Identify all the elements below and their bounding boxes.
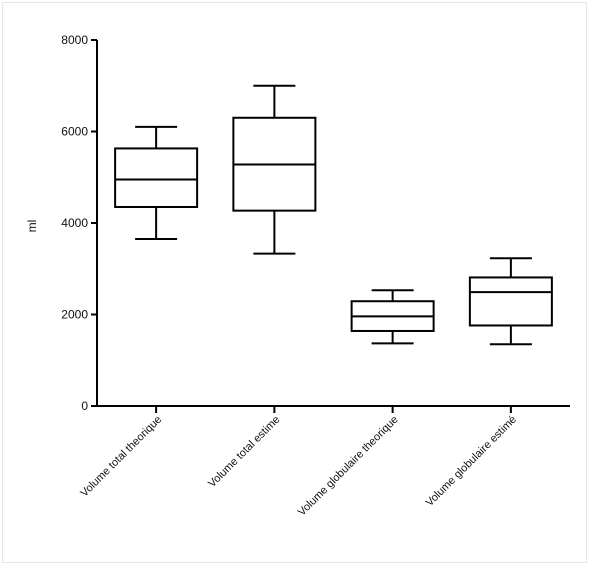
box-0 bbox=[114, 125, 199, 241]
boxes bbox=[114, 84, 553, 346]
y-tick-label-2: 4000 bbox=[61, 216, 88, 230]
x-tick-label-1: Volume total estime bbox=[206, 414, 282, 490]
x-axis: Volume total theorique Volume total estim… bbox=[78, 405, 570, 519]
y-tick-label-0: 0 bbox=[81, 399, 88, 413]
y-tick-label-3: 6000 bbox=[61, 125, 88, 139]
y-tick-label-1: 2000 bbox=[61, 308, 88, 322]
x-tick-label-0: Volume total theorique bbox=[78, 414, 164, 500]
x-tick-label-3: Volume globulaire estimé bbox=[424, 414, 519, 509]
box-3 bbox=[468, 257, 553, 346]
box-1 bbox=[232, 84, 317, 255]
iqr-box-3 bbox=[468, 276, 553, 327]
box-2 bbox=[350, 289, 435, 345]
y-axis: 0 2000 4000 6000 8000 bbox=[61, 33, 98, 413]
y-tick-label-4: 8000 bbox=[61, 33, 88, 47]
x-tick-label-2: Volume globulaire theorique bbox=[296, 414, 401, 519]
iqr-box-0 bbox=[114, 147, 199, 208]
y-axis-title: ml bbox=[25, 220, 39, 233]
